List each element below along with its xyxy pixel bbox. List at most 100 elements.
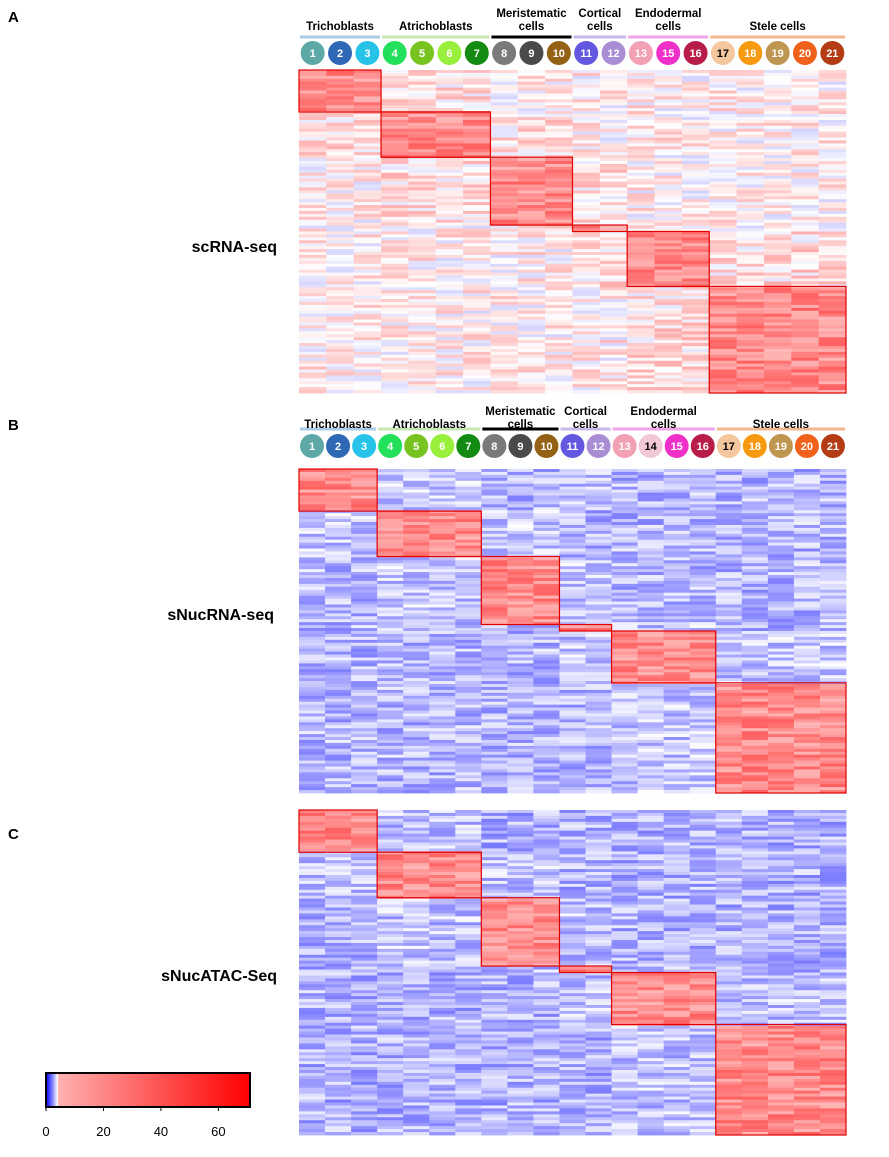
- heatmap-cell: [481, 527, 508, 532]
- heatmap-cell: [572, 299, 601, 303]
- heatmap-cell: [627, 378, 655, 382]
- heatmap-cell: [559, 507, 586, 511]
- heatmap-cell: [408, 378, 437, 382]
- heatmap-cell: [611, 772, 639, 776]
- heatmap-cell: [351, 821, 378, 826]
- heatmap-cell: [736, 190, 765, 194]
- heatmap-cell: [325, 513, 352, 517]
- heatmap-cell: [377, 498, 404, 502]
- heatmap-cell: [299, 375, 327, 379]
- heatmap-cell: [490, 369, 519, 373]
- heatmap-cell: [709, 190, 737, 194]
- heatmap-cell: [585, 839, 612, 843]
- heatmap-cell: [715, 695, 743, 700]
- heatmap-cell: [611, 787, 639, 791]
- heatmap-cell: [681, 316, 710, 320]
- heatmap-cell: [435, 75, 464, 80]
- heatmap-cell: [490, 237, 519, 241]
- heatmap-cell: [517, 325, 546, 329]
- heatmap-cell: [559, 633, 586, 638]
- heatmap-cell: [455, 821, 482, 826]
- heatmap-cell: [818, 96, 847, 100]
- heatmap-cell: [381, 325, 409, 329]
- heatmap-cell: [377, 636, 404, 641]
- heatmap-cell: [326, 87, 355, 91]
- heatmap-cell: [585, 769, 612, 773]
- heatmap-cell: [572, 313, 601, 318]
- heatmap-cell: [403, 663, 430, 667]
- heatmap-cell: [819, 660, 847, 664]
- heatmap-cell: [403, 854, 430, 858]
- heatmap-cell: [791, 272, 820, 276]
- heatmap-cell: [689, 595, 717, 599]
- heatmap-cell: [763, 237, 792, 241]
- heatmap-cell: [637, 542, 665, 546]
- heatmap-cell: [585, 689, 612, 694]
- heatmap-cell: [709, 81, 737, 86]
- heatmap-cell: [663, 563, 691, 567]
- heatmap-cell: [353, 90, 382, 94]
- heatmap-cell: [455, 815, 482, 820]
- heatmap-cell: [507, 601, 534, 605]
- heatmap-cell: [377, 642, 404, 647]
- heatmap-cell: [819, 710, 847, 714]
- heatmap-cell: [709, 119, 737, 124]
- heatmap-cell: [377, 684, 404, 688]
- heatmap-cell: [490, 269, 519, 274]
- heatmap-cell: [654, 343, 683, 347]
- heatmap-cell: [637, 507, 665, 511]
- heatmap-cell: [377, 563, 404, 567]
- heatmap-cell: [325, 586, 352, 591]
- heatmap-cell: [627, 225, 655, 229]
- heatmap-cell: [791, 111, 820, 115]
- heatmap-cell: [463, 72, 491, 77]
- heatmap-cell: [663, 784, 691, 788]
- heatmap-cell: [741, 560, 769, 564]
- heatmap-cell: [793, 848, 821, 852]
- heatmap-cell: [325, 533, 352, 538]
- heatmap-cell: [351, 787, 378, 791]
- heatmap-cell: [481, 601, 508, 605]
- heatmap-cell: [654, 131, 683, 135]
- heatmap-cell: [663, 754, 691, 759]
- heatmap-cell: [517, 363, 546, 367]
- heatmap-cell: [818, 293, 847, 297]
- heatmap-cell: [533, 672, 560, 676]
- heatmap-cell: [545, 140, 573, 144]
- heatmap-cell: [627, 96, 655, 100]
- heatmap-cell: [585, 610, 612, 614]
- heatmap-cell: [767, 660, 795, 664]
- heatmap-cell: [533, 818, 560, 823]
- heatmap-cell: [429, 719, 456, 723]
- heatmap-cell: [709, 334, 737, 338]
- heatmap-cell: [533, 787, 560, 791]
- heatmap-cell: [599, 307, 628, 312]
- heatmap-cell: [767, 598, 795, 602]
- heatmap-cell: [585, 707, 612, 711]
- heatmap-cell: [490, 169, 519, 174]
- heatmap-cell: [654, 102, 683, 106]
- heatmap-cell: [791, 140, 820, 144]
- heatmap-cell: [326, 260, 355, 265]
- heatmap-cell: [559, 684, 586, 688]
- heatmap-cell: [611, 483, 639, 488]
- heatmap-cell: [429, 533, 456, 538]
- heatmap-cell: [299, 205, 327, 209]
- heatmap-cell: [611, 636, 639, 641]
- heatmap-cell: [681, 343, 710, 347]
- heatmap-cell: [793, 522, 821, 526]
- heatmap-cell: [819, 616, 847, 620]
- heatmap-cell: [599, 111, 628, 115]
- heatmap-cell: [403, 766, 430, 770]
- enriched-block-outline: [480, 555, 561, 626]
- heatmap-cell: [403, 760, 430, 764]
- heatmap-cell: [408, 310, 437, 315]
- heatmap-cell: [463, 149, 491, 153]
- heatmap-cell: [435, 202, 464, 206]
- heatmap-cell: [793, 851, 821, 855]
- heatmap-cell: [627, 205, 655, 209]
- heatmap-cell: [741, 554, 769, 558]
- heatmap-cell: [377, 810, 404, 814]
- group-label: Trichoblasts: [306, 21, 374, 33]
- heatmap-cell: [599, 84, 628, 89]
